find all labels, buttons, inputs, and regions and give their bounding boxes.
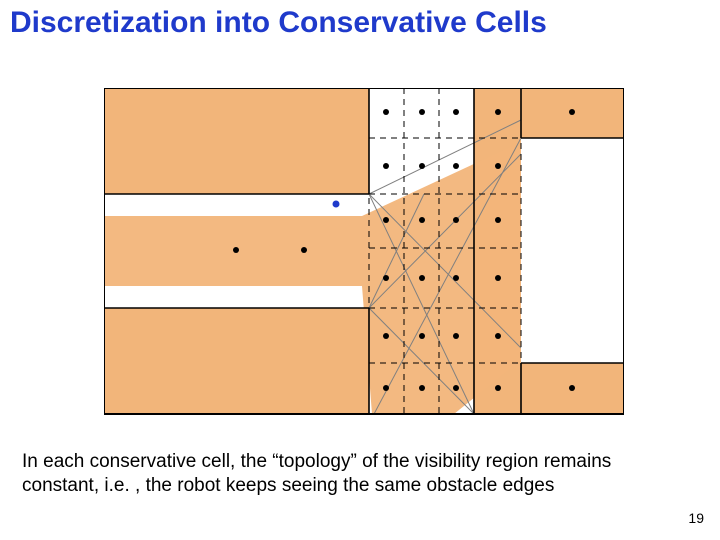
cell-dot (453, 275, 459, 281)
caption-text: In each conservative cell, the “topology… (22, 450, 682, 498)
cell-dot (495, 275, 501, 281)
cell-dot (453, 163, 459, 169)
cell-dot (569, 385, 575, 391)
cell-dot (495, 333, 501, 339)
cell-dot (453, 217, 459, 223)
page-number: 19 (688, 510, 704, 526)
cell-dot (495, 217, 501, 223)
slide-title: Discretization into Conservative Cells (10, 6, 547, 40)
cell-dot (495, 385, 501, 391)
diagram-svg (104, 88, 624, 418)
cell-dot (419, 109, 425, 115)
cell-dot (419, 217, 425, 223)
robot-dot (333, 201, 340, 208)
cell-dot (569, 109, 575, 115)
cell-dot (453, 333, 459, 339)
cell-dot (383, 163, 389, 169)
cell-dot (419, 163, 425, 169)
cell-dot (383, 217, 389, 223)
slide: Discretization into Conservative Cells I… (0, 0, 720, 540)
cell-dot (301, 247, 307, 253)
cell-dot (453, 385, 459, 391)
cell-dot (233, 247, 239, 253)
cell-dot (383, 275, 389, 281)
cell-dot (383, 385, 389, 391)
cell-dot (419, 275, 425, 281)
cell-dot (383, 333, 389, 339)
cell-dot (383, 109, 389, 115)
cell-dot (495, 109, 501, 115)
cell-dot (453, 109, 459, 115)
diagram (104, 88, 624, 418)
cell-dot (419, 333, 425, 339)
cell-dot (419, 385, 425, 391)
cell-dot (495, 163, 501, 169)
